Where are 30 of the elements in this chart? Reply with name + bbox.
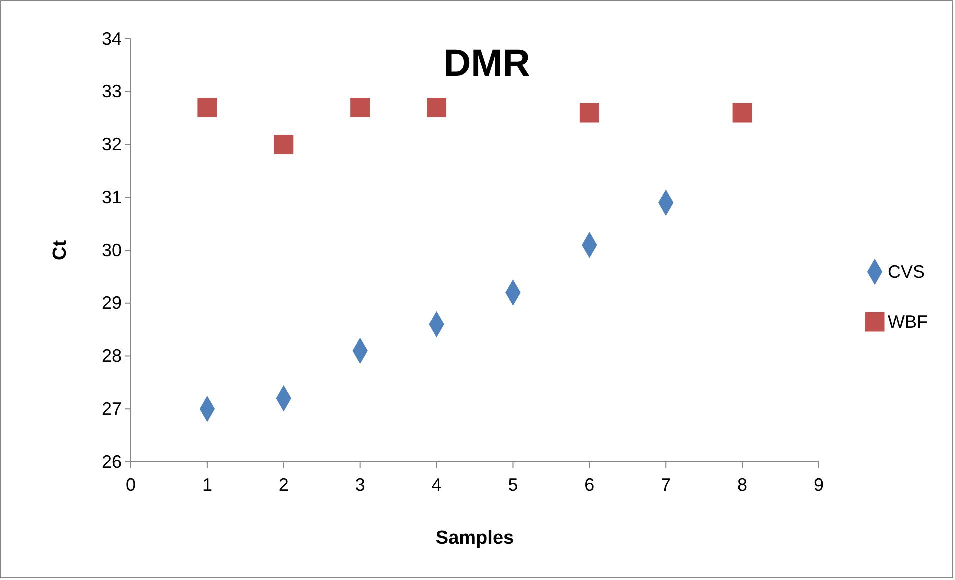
x-tick-label: 3 [355,474,366,495]
x-tick-label: 5 [508,474,518,495]
legend-label: WBF [888,312,928,332]
y-tick-label: 31 [102,187,122,208]
x-tick-label: 7 [661,474,672,495]
point [274,135,294,154]
y-axis-title: Ct [50,240,71,261]
chart-title: DMR [444,43,530,85]
y-tick-label: 30 [102,240,122,260]
x-tick-label: 0 [126,474,136,495]
x-tick-label: 1 [202,474,212,495]
x-tick-label: 2 [278,474,289,495]
point [580,103,600,123]
y-tick-label: 34 [102,28,122,49]
x-tick-label: 9 [814,474,824,495]
y-tick-label: 28 [102,346,122,366]
point [350,98,370,118]
point [732,103,752,123]
y-tick-label: 27 [102,398,122,419]
y-tick-label: 32 [102,134,122,155]
y-tick-label: 26 [102,452,122,472]
y-tick-label: 33 [102,82,122,102]
legend-label: CVS [888,262,926,282]
point [427,98,447,118]
x-axis-title: Samples [436,528,514,549]
y-tick-label: 29 [102,293,122,314]
x-tick-label: 4 [432,474,442,495]
x-tick-label: 6 [584,474,595,495]
x-tick-label: 8 [738,474,748,495]
point [198,98,218,118]
